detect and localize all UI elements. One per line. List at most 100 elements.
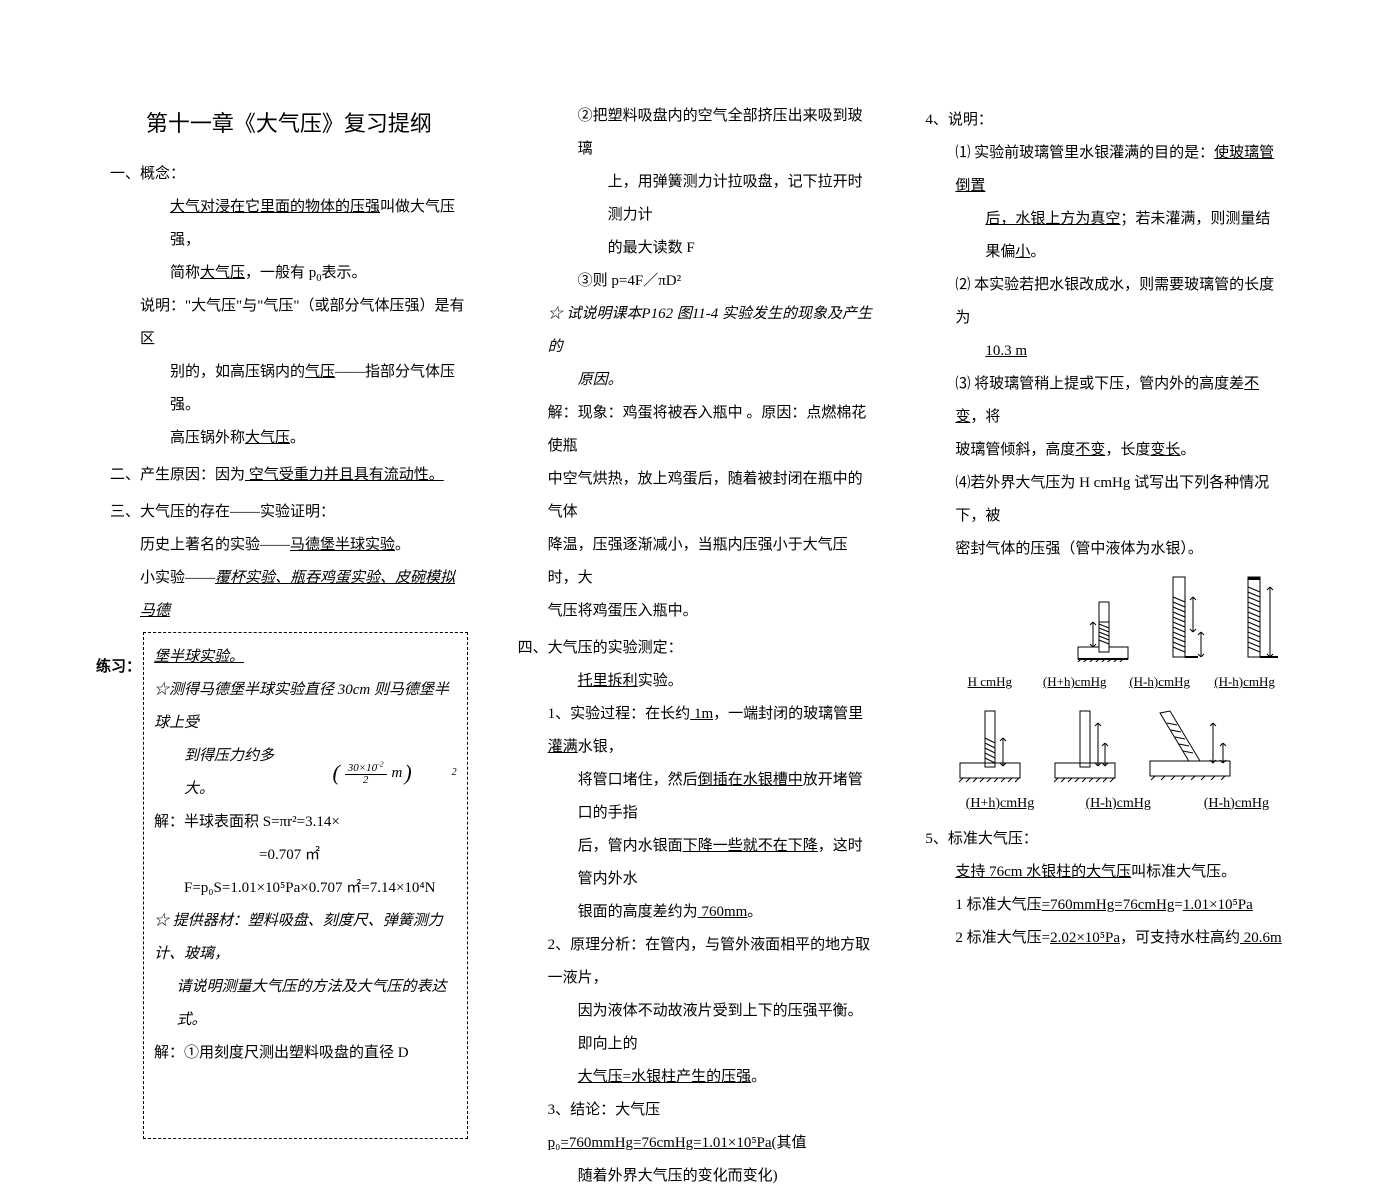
text: 小实验—— xyxy=(140,570,215,586)
text: 1 标准大气压 xyxy=(955,897,1041,913)
page-title: 第十一章《大气压》复习提纲 xyxy=(110,100,468,148)
practice-label: 练习： xyxy=(96,651,141,684)
underline-text: 气压 xyxy=(305,364,335,380)
text-line: ⑶ 将玻璃管稍上提或下压，管内外的高度差不变，将 xyxy=(955,368,1283,434)
diagram-label: (H+h)cmHg xyxy=(1036,668,1113,697)
text-line: 简称大气压，一般有 p0表示。 xyxy=(170,257,468,290)
text: 到得压力约多大。 xyxy=(184,740,292,806)
underline-text: 1m xyxy=(690,706,713,722)
column-2: ②把塑料吸盘内的空气全部挤压出来吸到玻璃 上，用弹簧测力计拉吸盘，记下拉开时测力… xyxy=(518,100,876,1193)
text: ，可支持水柱高约 xyxy=(1120,930,1240,946)
text-line: 2、原理分析：在管内，与管外液面相平的地方取一液片， xyxy=(548,929,876,995)
tube-diagram-icon xyxy=(1153,572,1208,662)
text-line: 解：现象：鸡蛋将被吞入瓶中 。原因：点燃棉花使瓶 xyxy=(548,397,876,463)
frac-num: 30×10 xyxy=(348,762,377,774)
section-5-heading: 5、标准大气压： xyxy=(925,823,1283,856)
diagram-label: (H-h)cmHg xyxy=(1072,789,1165,820)
text-line: =0.707 ㎡ xyxy=(154,839,457,872)
frac-den: 2 xyxy=(360,774,372,786)
text-line: 将管口堵住，然后倒插在水银槽中放开堵管口的手指 xyxy=(578,764,876,830)
underline-text: 变长 xyxy=(1150,442,1180,458)
underline-text: 倒插在水银槽中 xyxy=(698,772,803,788)
text-line: 中空气烘热，放上鸡蛋后，随着被封闭在瓶中的气体 xyxy=(548,463,876,529)
section-1-heading: 一、概念： xyxy=(110,158,468,191)
text-line: 高压锅外称大气压。 xyxy=(170,422,468,455)
text-line: 大气对浸在它里面的物体的压强叫做大气压强， xyxy=(170,191,468,257)
tube-diagram-icon xyxy=(1228,572,1283,662)
text: 简称 xyxy=(170,265,200,281)
text-line: 10.3 m xyxy=(985,335,1283,368)
underline-text: 20.6m xyxy=(1240,930,1282,946)
underline-text: 大气压 xyxy=(200,265,245,281)
text-line: 1 标准大气压=760mmHg=76cmHg=1.01×10⁵Pa xyxy=(955,889,1283,922)
fraction: 30×10-2 2 xyxy=(342,761,390,787)
text: 玻璃管倾斜，高度 xyxy=(955,442,1075,458)
diagram-row-2 xyxy=(955,703,1283,783)
text-line: 大气压=水银柱产生的压强。 xyxy=(578,1061,876,1094)
text: 后，管内水银面 xyxy=(578,838,683,854)
section-3-heading: 三、大气压的存在——实验证明： xyxy=(110,496,468,529)
diagram-row-1 xyxy=(1015,572,1283,662)
underline-text: 空气受重力并且具有流动性。 xyxy=(245,467,444,483)
underline-text: 760mm xyxy=(698,904,748,920)
diagram-label: (H-h)cmHg xyxy=(1206,668,1283,697)
text-line: 4、说明： xyxy=(925,104,1283,137)
text: 实验。 xyxy=(638,673,683,689)
fraction-paren: 30×10-2 2 m xyxy=(332,749,411,797)
diagram-label-row-2: (H+h)cmHg (H-h)cmHg (H-h)cmHg xyxy=(953,789,1283,820)
diagram-label: H cmHg xyxy=(951,668,1028,697)
section-2-heading: 二、产生原因：因为 空气受重力并且具有流动性。 xyxy=(110,459,468,492)
text-line: ☆ 提供器材：塑料吸盘、刻度尺、弹簧测力计、玻璃， xyxy=(154,905,457,971)
text-line: 后，水银上方为真空；若未灌满，则测量结果偏小。 xyxy=(985,203,1283,269)
text: 。 xyxy=(1030,244,1045,260)
text-line: 的最大读数 F xyxy=(608,232,876,265)
underline-text: =760mmHg=76cmHg xyxy=(1042,897,1175,913)
text: 。 xyxy=(395,537,410,553)
text-line: ⑵ 本实验若把水银改成水，则需要玻璃管的长度为 xyxy=(955,269,1283,335)
text-line: 后，管内水银面下降一些就不在下降，这时管内外水 xyxy=(578,830,876,896)
text-line: F=p₀S=1.01×10⁵Pa×0.707 ㎡=7.14×10⁴N xyxy=(154,872,457,905)
text: 叫标准大气压。 xyxy=(1131,864,1236,880)
text-line: 解：①用刻度尺测出塑料吸盘的直径 D xyxy=(154,1037,457,1070)
text: ⑶ 将玻璃管稍上提或下压，管内外的高度差 xyxy=(955,376,1244,392)
text-line: 历史上著名的实验——马德堡半球实验。 xyxy=(140,529,468,562)
text-line: 说明："大气压"与"气压"（或部分气体压强）是有区 xyxy=(140,290,468,356)
diagram-label: (H-h)cmHg xyxy=(1190,789,1283,820)
text-line: 堡半球实验。 xyxy=(154,641,457,674)
document-page: 第十一章《大气压》复习提纲 一、概念： 大气对浸在它里面的物体的压强叫做大气压强… xyxy=(110,100,1283,1193)
text-line: 原因。 xyxy=(578,364,876,397)
tube-diagram-icon xyxy=(1145,703,1235,783)
text: ，将 xyxy=(970,409,1000,425)
text: 历史上著名的实验—— xyxy=(140,537,290,553)
underline-text: 大气对浸在它里面的物体的压强 xyxy=(170,199,380,215)
text-line: ☆ 试说明课本P162 图11-4 实验发生的现象及产生的 xyxy=(548,298,876,364)
underline-text: 灌满 xyxy=(548,739,578,755)
underline-text: 1.01×10⁵Pa xyxy=(1183,897,1253,913)
frac-unit: m xyxy=(392,757,403,790)
text-line: 到得压力约多大。 30×10-2 2 m 2 xyxy=(154,740,457,806)
text-line: 3、结论：大气压 p₀=760mmHg=76cmHg=1.01×10⁵Pa(其值 xyxy=(548,1094,876,1160)
column-1: 第十一章《大气压》复习提纲 一、概念： 大气对浸在它里面的物体的压强叫做大气压强… xyxy=(110,100,468,1193)
text-line: 气压将鸡蛋压入瓶中。 xyxy=(548,595,876,628)
text: 高压锅外称 xyxy=(170,430,245,446)
text-line: 上，用弹簧测力计拉吸盘，记下拉开时测力计 xyxy=(608,166,876,232)
text: 表示。 xyxy=(322,265,367,281)
underline-text: 大气压=水银柱产生的压强 xyxy=(578,1069,751,1085)
text-line: ⑷若外界大气压为 H cmHg 试写出下列各种情况下，被 xyxy=(955,467,1283,533)
text: 水银， xyxy=(578,739,623,755)
underline-text: 不变 xyxy=(1075,442,1105,458)
text-line: 随着外界大气压的变化而变化) xyxy=(578,1160,876,1193)
text: 1、实验过程：在长约 xyxy=(548,706,691,722)
text: 3、结论：大气压 xyxy=(548,1102,661,1118)
practice-box: 练习： 堡半球实验。 ☆测得马德堡半球实验直径 30cm 则马德堡半球上受 到得… xyxy=(143,632,468,1139)
column-3: 4、说明： ⑴ 实验前玻璃管里水银灌满的目的是：使玻璃管倒置 后，水银上方为真空… xyxy=(925,100,1283,1193)
text-line: ②把塑料吸盘内的空气全部挤压出来吸到玻璃 xyxy=(578,100,876,166)
text-line: 密封气体的压强（管中液体为水银）。 xyxy=(955,533,1283,566)
text-line: ⑴ 实验前玻璃管里水银灌满的目的是：使玻璃管倒置 xyxy=(955,137,1283,203)
text-line: 玻璃管倾斜，高度不变，长度变长。 xyxy=(955,434,1283,467)
diagram-label-row-1: H cmHg (H+h)cmHg (H-h)cmHg (H-h)cmHg xyxy=(951,668,1283,697)
text: ，一端封闭的玻璃管里 xyxy=(713,706,863,722)
text-line: 别的，如高压锅内的气压——指部分气体压强。 xyxy=(170,356,468,422)
text: (其值 xyxy=(772,1135,807,1151)
text: 。 xyxy=(1180,442,1195,458)
